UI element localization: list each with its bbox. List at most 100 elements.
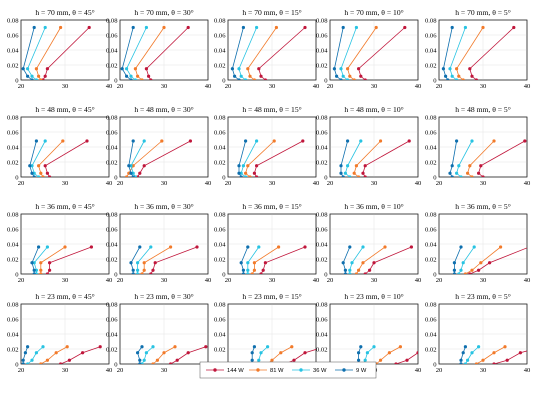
- series-line-81w: [40, 246, 66, 274]
- series-line-144w: [170, 346, 206, 364]
- data-point: [244, 78, 248, 80]
- axes-border: [119, 303, 209, 365]
- data-point: [292, 358, 296, 362]
- data-point: [129, 171, 133, 175]
- axes-border: [438, 303, 528, 365]
- series-line-36w: [465, 346, 479, 364]
- legend-swatch-marker: [256, 368, 260, 372]
- data-point: [252, 171, 256, 175]
- legend-swatch-marker: [342, 368, 346, 372]
- panel-title: h = 23 mm, θ = 10°: [344, 292, 403, 301]
- y-tick-label: 0.02: [106, 62, 118, 69]
- data-point: [274, 25, 278, 30]
- data-point: [246, 67, 250, 71]
- y-tick-label: 0.02: [316, 256, 328, 263]
- data-point: [252, 261, 256, 265]
- data-point: [463, 345, 467, 349]
- data-point: [257, 67, 261, 71]
- data-point: [239, 261, 243, 265]
- data-point: [450, 164, 454, 168]
- data-point: [354, 164, 358, 168]
- series-line-81w: [40, 346, 68, 364]
- series-line-144w: [137, 140, 191, 177]
- data-point: [140, 345, 144, 349]
- data-point: [346, 164, 350, 168]
- x-tick-label: 20: [225, 180, 232, 187]
- series-group: [28, 139, 89, 177]
- x-tick-label: 40: [205, 180, 212, 187]
- data-point: [452, 272, 456, 274]
- y-tick-label: 0.06: [7, 129, 19, 136]
- data-point: [34, 67, 39, 71]
- panel-title: h = 48 mm, θ = 5°: [455, 105, 511, 114]
- panel-title: h = 48 mm, θ = 45°: [35, 105, 94, 114]
- axes-border: [20, 213, 110, 275]
- data-point: [81, 351, 85, 355]
- y-tick-label: 0.08: [425, 301, 437, 308]
- series-line-144w: [60, 346, 101, 364]
- data-point: [131, 175, 135, 177]
- y-tick-label: 0: [114, 271, 118, 278]
- data-point: [477, 268, 481, 272]
- y-tick-label: 0: [324, 174, 328, 181]
- data-point: [339, 164, 343, 168]
- data-point: [37, 175, 41, 177]
- data-point: [28, 164, 32, 168]
- y-tick-label: 0.04: [425, 47, 437, 54]
- data-point: [357, 268, 361, 272]
- y-tick-label: 0.08: [106, 301, 118, 308]
- data-point: [32, 171, 36, 175]
- data-point: [147, 74, 151, 78]
- data-point: [466, 171, 470, 175]
- series-line-144w: [44, 140, 88, 177]
- data-point: [341, 74, 345, 78]
- data-point: [241, 25, 245, 30]
- series-line-81w: [347, 27, 377, 80]
- series-line-9w: [449, 140, 457, 177]
- data-point: [244, 171, 248, 175]
- data-point: [250, 272, 254, 274]
- data-point: [257, 245, 261, 249]
- data-point: [301, 139, 305, 143]
- data-point: [252, 78, 256, 80]
- data-point: [470, 175, 474, 177]
- data-point: [359, 345, 363, 349]
- x-tick-label: 20: [117, 83, 124, 90]
- data-point: [468, 67, 472, 71]
- panel-7: 0 0.02 0.04 0.06 0.08 20 30 40 h = 48 mm, θ = 30…: [106, 105, 212, 187]
- axes-border: [119, 116, 209, 178]
- data-point: [133, 78, 137, 80]
- y-tick-label: 0.04: [425, 241, 437, 248]
- y-tick-label: 0.08: [214, 17, 226, 24]
- data-point: [144, 25, 148, 30]
- data-point: [34, 139, 39, 143]
- x-tick-label: 20: [117, 180, 124, 187]
- y-tick-label: 0.02: [316, 62, 328, 69]
- series-line-36w: [458, 246, 475, 274]
- data-point: [470, 74, 474, 78]
- data-point: [239, 175, 243, 177]
- data-point: [241, 268, 245, 272]
- x-tick-label: 20: [327, 277, 334, 284]
- series-group: [125, 139, 192, 177]
- series-line-81w: [245, 140, 275, 177]
- data-point: [21, 67, 25, 71]
- data-point: [452, 268, 456, 272]
- series-line-9w: [240, 246, 249, 274]
- data-point: [160, 139, 164, 143]
- axes-border: [227, 213, 317, 275]
- data-point: [463, 272, 467, 274]
- y-tick-label: 0.04: [316, 47, 328, 54]
- y-tick-label: 0.06: [214, 226, 226, 233]
- y-tick-label: 0: [114, 361, 118, 368]
- data-point: [142, 139, 146, 143]
- x-tick-label: 30: [161, 277, 168, 284]
- y-tick-label: 0.08: [316, 301, 328, 308]
- y-tick-label: 0.08: [316, 17, 328, 24]
- series-group: [339, 139, 411, 177]
- data-point: [492, 139, 496, 143]
- y-tick-label: 0.04: [106, 331, 118, 338]
- data-point: [466, 358, 470, 362]
- data-point: [335, 74, 339, 78]
- data-point: [67, 358, 71, 362]
